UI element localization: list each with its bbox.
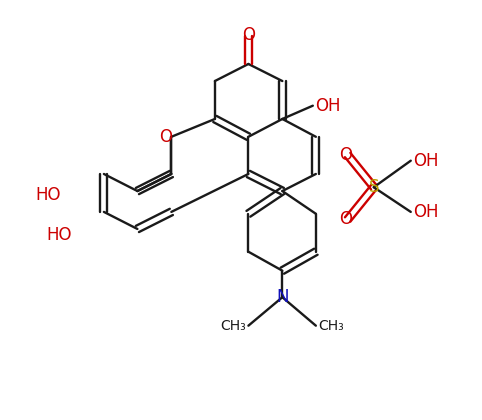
Text: O: O: [339, 210, 352, 228]
Text: O: O: [159, 128, 172, 146]
Text: S: S: [369, 178, 379, 196]
Text: HO: HO: [46, 226, 71, 244]
Text: HO: HO: [35, 186, 61, 204]
Text: N: N: [276, 288, 289, 306]
Text: O: O: [242, 26, 255, 44]
Text: OH: OH: [315, 97, 340, 115]
Text: CH₃: CH₃: [221, 319, 246, 333]
Text: O: O: [339, 146, 352, 164]
Text: CH₃: CH₃: [318, 319, 344, 333]
Text: OH: OH: [413, 152, 438, 170]
Text: OH: OH: [413, 203, 438, 221]
